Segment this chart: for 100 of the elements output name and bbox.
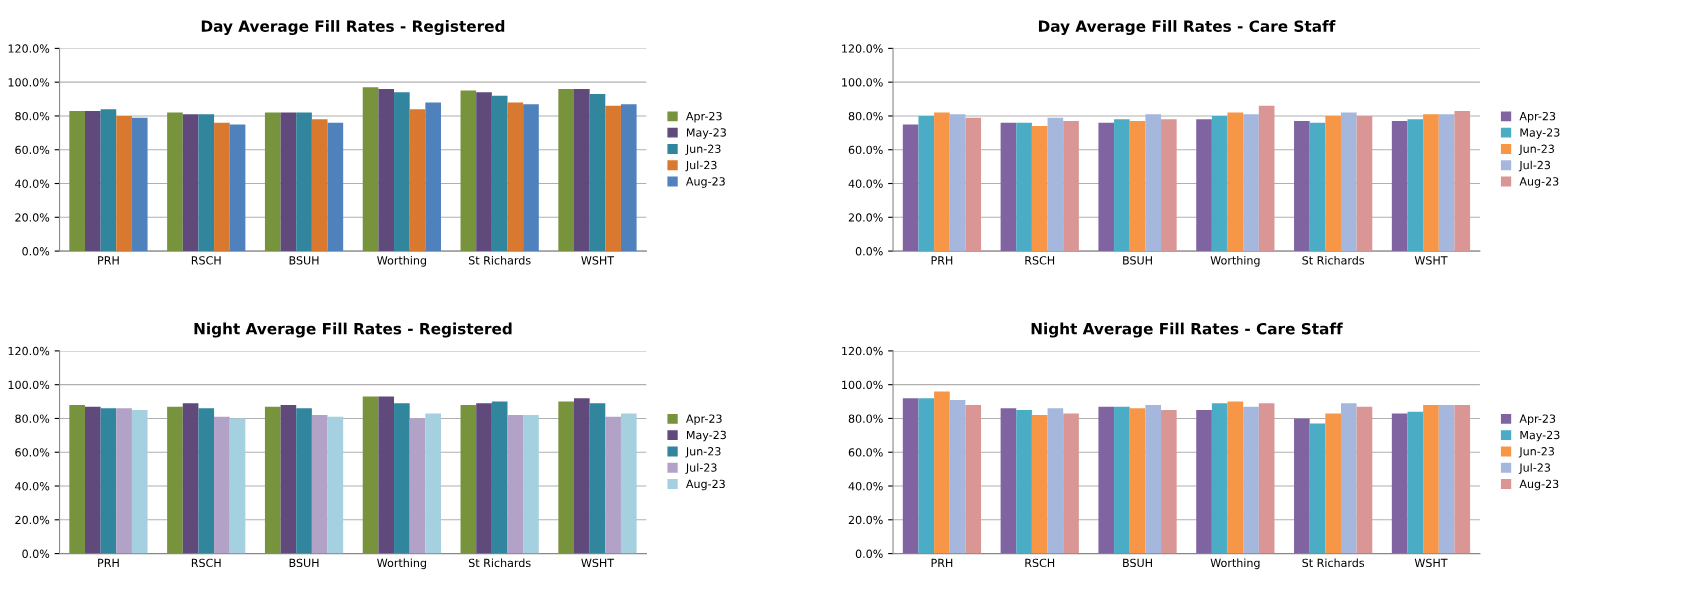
- bar: [1000, 408, 1017, 554]
- bar: [918, 115, 935, 252]
- bar: [1031, 415, 1048, 554]
- legend-label: Apr-23: [685, 111, 722, 123]
- bar: [311, 119, 328, 252]
- bar: [167, 406, 183, 554]
- bar: [100, 109, 117, 252]
- x-tick-label: BSUH: [289, 558, 319, 568]
- bar: [1356, 115, 1373, 252]
- bar: [1196, 410, 1212, 554]
- x-tick-label: RSCH: [1025, 256, 1055, 265]
- bar: [1161, 119, 1177, 252]
- bar: [574, 398, 590, 554]
- bar: [1114, 406, 1130, 554]
- bar: [264, 406, 281, 554]
- bar: [1129, 408, 1146, 554]
- bar: [460, 404, 477, 554]
- bar: [1309, 122, 1326, 252]
- legend-label: Aug-23: [685, 479, 725, 491]
- bar: [229, 418, 246, 554]
- bar: [280, 404, 297, 554]
- bar: [1356, 406, 1373, 554]
- bar: [1063, 413, 1079, 554]
- bar: [198, 408, 215, 554]
- bar: [949, 399, 966, 554]
- bar: [934, 391, 950, 554]
- bar: [1000, 122, 1017, 252]
- legend-label: Apr-23: [1519, 414, 1556, 425]
- chart-title: Day Average Fill Rates - Care Staff: [1038, 20, 1336, 36]
- bar: [378, 88, 395, 252]
- bar: [1243, 406, 1259, 554]
- y-tick-label: 0.0%: [855, 247, 883, 256]
- bar: [394, 403, 410, 554]
- bar: [949, 114, 966, 252]
- legend-label: Jul-23: [685, 160, 717, 172]
- bar: [902, 124, 919, 252]
- legend-label: Jul-23: [1518, 160, 1551, 172]
- legend-label: Jun-23: [1518, 447, 1554, 458]
- bar: [1243, 114, 1259, 252]
- bar: [507, 415, 524, 554]
- x-tick-label: St Richards: [468, 255, 531, 265]
- y-tick-label: 40.0%: [848, 481, 883, 491]
- bar: [507, 102, 524, 252]
- x-tick-label: PRH: [98, 256, 119, 265]
- y-tick-label: 20.0%: [15, 213, 50, 222]
- legend-label: Jul-23: [685, 463, 717, 474]
- bar: [460, 90, 477, 252]
- legend-label: May-23: [1520, 128, 1560, 139]
- bar: [589, 94, 606, 252]
- y-tick-label: 100.0%: [8, 380, 50, 390]
- bar: [378, 396, 395, 554]
- bar: [116, 115, 132, 252]
- bar: [425, 102, 441, 252]
- bar: [1258, 105, 1275, 252]
- bar: [198, 114, 215, 252]
- bar: [965, 117, 982, 252]
- bar: [1063, 121, 1079, 252]
- y-tick-label: 40.0%: [15, 179, 50, 188]
- chart-title: Day Average Fill Rates - Registered: [201, 20, 505, 36]
- y-tick-label: 80.0%: [848, 414, 883, 423]
- bar: [1454, 110, 1471, 252]
- bar: [1340, 112, 1357, 252]
- bar: [1047, 117, 1064, 252]
- bar: [280, 112, 297, 252]
- bar: [1438, 404, 1455, 554]
- x-tick-label: Worthing: [1210, 255, 1260, 267]
- bar: [1016, 410, 1032, 554]
- bar: [296, 408, 312, 554]
- y-tick-label: 100.0%: [842, 380, 883, 390]
- bar: [1114, 119, 1130, 252]
- x-tick-label: BSUH: [289, 256, 319, 265]
- bar: [1325, 115, 1341, 252]
- y-tick-label: 120.0%: [8, 44, 50, 53]
- legend-label: Jun-23: [685, 447, 721, 458]
- bar: [523, 104, 539, 252]
- bar: [1258, 403, 1275, 554]
- y-tick-label: 60.0%: [15, 145, 50, 155]
- bar: [1129, 121, 1146, 252]
- y-tick-label: 120.0%: [842, 44, 883, 53]
- y-tick-label: 100.0%: [8, 78, 50, 87]
- y-tick-label: 20.0%: [848, 515, 883, 525]
- x-tick-label: RSCH: [1025, 558, 1055, 568]
- x-tick-label: PRH: [931, 558, 953, 567]
- bar: [84, 406, 101, 554]
- bar: [1423, 404, 1439, 554]
- y-tick-label: 100.0%: [842, 78, 883, 87]
- bar: [523, 415, 539, 554]
- y-tick-label: 80.0%: [848, 111, 883, 121]
- y-tick-label: 80.0%: [15, 111, 50, 121]
- x-tick-label: PRH: [98, 558, 119, 567]
- bar: [182, 114, 199, 252]
- bar: [1423, 114, 1439, 252]
- bar: [394, 92, 410, 252]
- x-tick-label: Worthing: [377, 558, 426, 570]
- bar: [1098, 406, 1115, 554]
- x-tick-label: BSUH: [1123, 558, 1152, 568]
- x-tick-label: Worthing: [377, 255, 426, 267]
- bar: [1325, 413, 1341, 554]
- chart-title: Night Average Fill Rates - Registered: [194, 322, 512, 338]
- bar: [1161, 410, 1177, 554]
